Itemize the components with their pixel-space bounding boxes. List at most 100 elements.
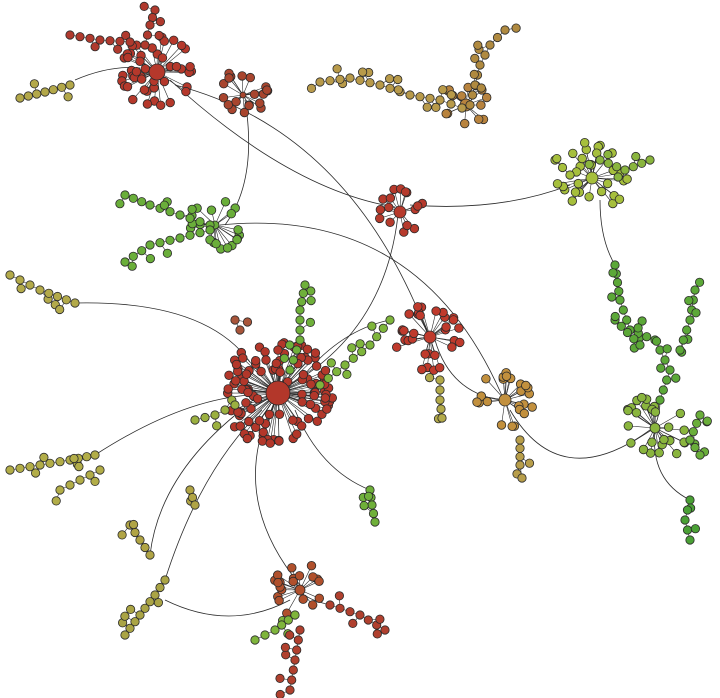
node — [159, 200, 169, 210]
node — [567, 196, 578, 206]
node — [584, 192, 594, 202]
node — [155, 17, 165, 27]
node — [320, 365, 331, 376]
node — [90, 476, 100, 486]
node — [285, 630, 295, 640]
node — [128, 94, 138, 105]
node — [420, 349, 430, 359]
node — [137, 246, 147, 256]
node — [231, 96, 241, 107]
node — [385, 315, 395, 325]
node — [580, 137, 590, 148]
node — [322, 404, 332, 414]
node — [431, 102, 441, 113]
node — [325, 600, 335, 610]
node — [74, 461, 84, 472]
node — [254, 416, 265, 426]
node — [137, 197, 147, 207]
node — [273, 577, 283, 588]
node — [355, 610, 365, 620]
node — [233, 225, 243, 235]
node — [685, 315, 695, 325]
node — [664, 422, 674, 432]
node — [220, 197, 231, 207]
node — [501, 371, 512, 382]
node — [430, 350, 440, 361]
node — [311, 361, 322, 371]
node — [645, 155, 655, 165]
node — [662, 344, 672, 354]
node — [155, 238, 165, 248]
node — [230, 376, 241, 386]
node — [334, 591, 344, 601]
node — [181, 86, 191, 97]
node — [435, 395, 445, 405]
node — [244, 416, 254, 427]
node — [363, 615, 373, 625]
node — [482, 396, 493, 407]
node — [48, 85, 58, 95]
node — [145, 200, 155, 210]
node — [320, 393, 331, 403]
node — [372, 332, 382, 342]
node — [52, 291, 63, 302]
node — [238, 353, 248, 363]
spoke — [294, 629, 301, 661]
node — [224, 370, 234, 381]
link — [599, 199, 616, 266]
node — [306, 295, 316, 306]
node — [323, 373, 333, 383]
node — [680, 515, 690, 525]
node — [40, 87, 50, 97]
node — [519, 408, 530, 419]
node — [682, 525, 693, 535]
node — [417, 364, 427, 375]
node — [223, 99, 234, 110]
node — [29, 79, 40, 89]
node — [288, 576, 298, 587]
node — [367, 321, 377, 331]
node — [264, 409, 275, 420]
node — [702, 416, 712, 426]
node — [332, 64, 342, 74]
node — [211, 238, 221, 249]
node — [335, 603, 345, 613]
node — [470, 53, 480, 64]
node — [292, 429, 302, 439]
node — [35, 460, 45, 470]
node — [475, 60, 485, 70]
node — [685, 435, 695, 445]
node — [655, 395, 665, 405]
node — [190, 500, 200, 510]
link — [219, 222, 504, 399]
node — [496, 420, 507, 430]
node — [125, 37, 135, 47]
node — [384, 202, 394, 213]
node — [61, 295, 71, 305]
node — [393, 85, 403, 95]
node — [273, 345, 283, 355]
node — [260, 630, 270, 640]
node — [250, 635, 260, 645]
node — [685, 495, 695, 505]
node — [235, 325, 245, 335]
node — [521, 380, 531, 391]
node — [685, 535, 695, 545]
node — [113, 44, 123, 54]
node — [44, 288, 54, 298]
node — [691, 308, 701, 318]
node — [244, 100, 254, 111]
node — [348, 618, 358, 629]
node — [297, 421, 307, 431]
node — [309, 391, 319, 401]
node — [210, 410, 220, 420]
node — [121, 30, 131, 41]
node — [637, 158, 647, 168]
node — [290, 655, 300, 665]
node — [357, 347, 367, 357]
node — [15, 93, 25, 103]
node — [665, 365, 675, 375]
node — [277, 620, 287, 630]
node — [585, 171, 599, 185]
